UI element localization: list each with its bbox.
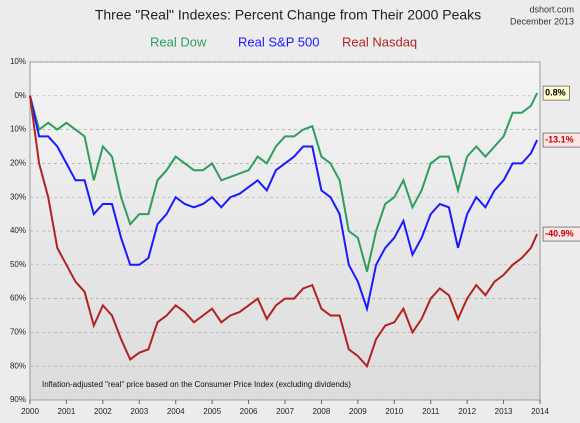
- x-tick-label: 2010: [385, 407, 403, 416]
- y-tick-label: 70%: [10, 328, 26, 337]
- note: Inflation-adjusted "real" price based on…: [42, 380, 351, 389]
- y-tick-label: 60%: [10, 294, 26, 303]
- y-tick-label: 20%: [10, 159, 26, 168]
- series-line: [29, 95, 539, 313]
- y-tick-label: 50%: [10, 260, 26, 269]
- label-box: [542, 132, 580, 148]
- value-label: -13.1%: [545, 134, 574, 144]
- y-tick-label: 90%: [10, 395, 26, 404]
- x-tick-label: 2012: [458, 407, 476, 416]
- x-tick-label: 2007: [276, 407, 294, 416]
- y-tick-label: 10%: [10, 57, 26, 66]
- y-tick-label: 40%: [10, 226, 26, 235]
- x-tick-label: 2005: [203, 407, 221, 416]
- legend-entry: Real S&P 500: [238, 34, 319, 49]
- x-tick-label: 2001: [58, 407, 76, 416]
- y-tick-label: 10%: [10, 125, 26, 134]
- series-line: [29, 92, 538, 272]
- series-line: [29, 95, 539, 369]
- label-box: [542, 85, 570, 101]
- chart-title: Three "Real" Indexes: Percent Change fro…: [95, 7, 481, 23]
- x-tick-label: 2008: [313, 407, 331, 416]
- label-box: [542, 226, 580, 242]
- legend-entry: Real Nasdaq: [342, 34, 417, 49]
- value-label: 0.8%: [545, 87, 566, 97]
- value-label: -40.9%: [545, 228, 574, 238]
- x-tick-label: 2000: [21, 407, 39, 416]
- x-tick-label: 2013: [495, 407, 513, 416]
- x-tick-label: 2011: [422, 407, 440, 416]
- y-tick-label: 80%: [10, 361, 26, 370]
- y-tick-label: 30%: [10, 192, 26, 201]
- legend-entry: Real Dow: [150, 34, 207, 49]
- x-tick-label: 2003: [130, 407, 148, 416]
- y-tick-label: 0%: [14, 91, 26, 100]
- source: dshort.com: [529, 4, 574, 14]
- x-tick-label: 2006: [240, 407, 258, 416]
- x-tick-label: 2002: [94, 407, 112, 416]
- x-tick-label: 2004: [167, 407, 185, 416]
- x-tick-label: 2014: [531, 407, 549, 416]
- date: December 2013: [510, 16, 574, 26]
- x-tick-label: 2009: [349, 407, 367, 416]
